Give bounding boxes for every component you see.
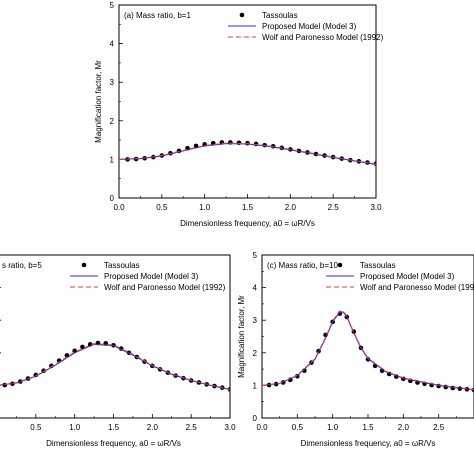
y-tick-label: 3 xyxy=(253,316,258,325)
x-axis-label: Dimensionless frequency, a0 = ωR/Vs xyxy=(301,439,436,448)
wolf-paronesso-line xyxy=(262,310,474,391)
proposed-model-line xyxy=(119,143,376,165)
wolf-paronesso-line xyxy=(0,343,230,390)
legend-symbol-dot xyxy=(337,262,343,268)
x-tick-label: 1.5 xyxy=(108,423,120,432)
legend-entry: Proposed Model (Model 3) xyxy=(262,22,357,31)
panel-label: (c) Mass ratio, b=10 xyxy=(267,261,338,270)
legend-entry: Wolf and Paronesso Model (1992) xyxy=(360,283,474,292)
legend-entry: Tassoulas xyxy=(104,261,140,270)
panel-label: s ratio, b=5 xyxy=(2,261,42,270)
x-tick-label: 0.0 xyxy=(256,423,268,432)
y-tick-label: 2 xyxy=(110,117,115,126)
chart-panel-2: 0.5 1.0 1.5 2.0 2.5 3.0 Dimensionless frequenc… xyxy=(0,254,236,448)
x-axis-label: Dimensionless frequency, a0 = ωR/Vs xyxy=(180,219,315,228)
x-tick-label: 1.0 xyxy=(199,203,211,212)
data-layer xyxy=(262,310,474,393)
legend-symbol-dot xyxy=(239,12,245,18)
legend-entry: Wolf and Paronesso Model (1992) xyxy=(262,33,384,42)
x-tick-label: 1.0 xyxy=(327,423,339,432)
y-axis-label: Magnification factor, Mr xyxy=(94,60,103,143)
proposed-model-line xyxy=(262,311,474,391)
legend-entry: Tassoulas xyxy=(360,261,396,270)
x-tick-label: 2.5 xyxy=(328,203,340,212)
x-tick-label: 0.5 xyxy=(292,423,304,432)
x-tick-label: 2.0 xyxy=(398,423,410,432)
panel-label: (a) Mass ratio, b=1 xyxy=(124,11,191,20)
y-tick-label: 5 xyxy=(253,251,258,260)
legend-entry: Tassoulas xyxy=(262,11,298,20)
y-tick-label: 5 xyxy=(110,1,115,10)
y-tick-label: 2 xyxy=(253,349,258,358)
legend-entry: Proposed Model (Model 3) xyxy=(360,272,455,281)
legend-symbol-dot xyxy=(81,262,87,268)
chart-panel-3: 0 1 2 3 4 5 0.0 0.5 1.0 1.5 2.0 2.5 Dimensionless fr… xyxy=(237,251,474,448)
legend-entry: Wolf and Paronesso Model (1992) xyxy=(104,283,226,292)
x-tick-label: 0.5 xyxy=(156,203,168,212)
wolf-paronesso-line xyxy=(119,142,376,165)
x-tick-label: 2.0 xyxy=(147,423,159,432)
x-tick-label: 2.5 xyxy=(433,423,445,432)
tassoulas-point xyxy=(80,344,85,350)
x-tick-label: 1.5 xyxy=(242,203,254,212)
proposed-model-line xyxy=(0,343,230,391)
tassoulas-point xyxy=(450,385,456,391)
y-tick-label: 1 xyxy=(253,381,258,390)
x-axis-label: Dimensionless frequency, a0 = ωR/Vs xyxy=(46,439,181,448)
tassoulas-point xyxy=(193,143,199,149)
x-tick-label: 2.5 xyxy=(186,423,198,432)
y-tick-label: 0 xyxy=(110,194,115,203)
chart-panel-1: 0 1 2 3 4 5 0.0 0.5 1.0 1.5 2.0 2.5 3.0 Dimensionless… xyxy=(94,1,384,228)
x-tick-label: 3.0 xyxy=(370,203,382,212)
x-tick-label: 1.5 xyxy=(362,423,374,432)
x-tick-label: 3.0 xyxy=(224,423,236,432)
y-axis-label: Magnification factor, Mr xyxy=(237,295,246,378)
x-tick-label: 0.5 xyxy=(30,423,42,432)
data-layer xyxy=(119,140,376,166)
x-tick-label: 0.0 xyxy=(113,203,125,212)
y-tick-label: 1 xyxy=(110,155,115,164)
x-tick-label: 2.0 xyxy=(285,203,297,212)
y-tick-label: 3 xyxy=(110,78,115,87)
x-tick-label: 1.0 xyxy=(69,423,81,432)
y-tick-label: 4 xyxy=(253,284,258,293)
legend-entry: Proposed Model (Model 3) xyxy=(104,272,199,281)
data-layer xyxy=(0,340,230,392)
y-tick-label: 0 xyxy=(253,414,258,423)
y-tick-label: 4 xyxy=(110,40,115,49)
